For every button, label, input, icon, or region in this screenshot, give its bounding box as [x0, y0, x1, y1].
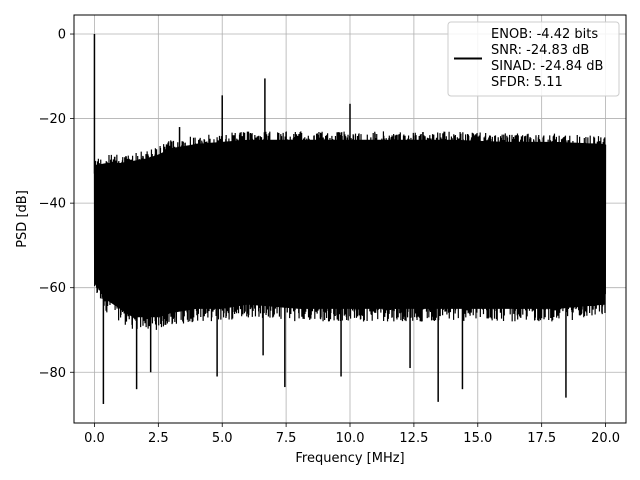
y-ticks: 0 −20 −40 −60 −80 — [39, 28, 74, 381]
legend-entry-sinad: SINAD: -24.84 dB — [491, 59, 603, 74]
x-tick-label: 5.0 — [212, 431, 233, 446]
x-ticks: 0.0 2.5 5.0 7.5 10.0 12.5 15.0 17.5 20.0 — [84, 423, 620, 446]
legend-entry-enob: ENOB: -4.42 bits — [491, 27, 598, 42]
x-tick-label: 7.5 — [276, 431, 297, 446]
legend-entry-snr: SNR: -24.83 dB — [491, 43, 589, 58]
y-tick-label: −40 — [39, 197, 66, 212]
x-tick-label: 15.0 — [463, 431, 492, 446]
x-tick-label: 12.5 — [399, 431, 428, 446]
x-tick-label: 10.0 — [336, 431, 365, 446]
y-tick-label: −60 — [39, 281, 66, 296]
y-tick-label: 0 — [58, 28, 66, 43]
y-tick-label: −20 — [39, 112, 66, 127]
y-axis-label: PSD [dB] — [15, 190, 30, 248]
x-tick-label: 20.0 — [591, 431, 620, 446]
legend-entry-sfdr: SFDR: 5.11 — [491, 75, 563, 90]
x-tick-label: 2.5 — [148, 431, 169, 446]
legend: ENOB: -4.42 bits SNR: -24.83 dB SINAD: -… — [447, 21, 620, 97]
x-tick-label: 17.5 — [527, 431, 556, 446]
y-tick-label: −80 — [39, 366, 66, 381]
legend-box — [447, 21, 620, 97]
x-axis-label: Frequency [MHz] — [295, 451, 404, 466]
psd-noise-band — [94, 139, 606, 318]
psd-series — [93, 34, 607, 404]
x-tick-label: 0.0 — [84, 431, 105, 446]
